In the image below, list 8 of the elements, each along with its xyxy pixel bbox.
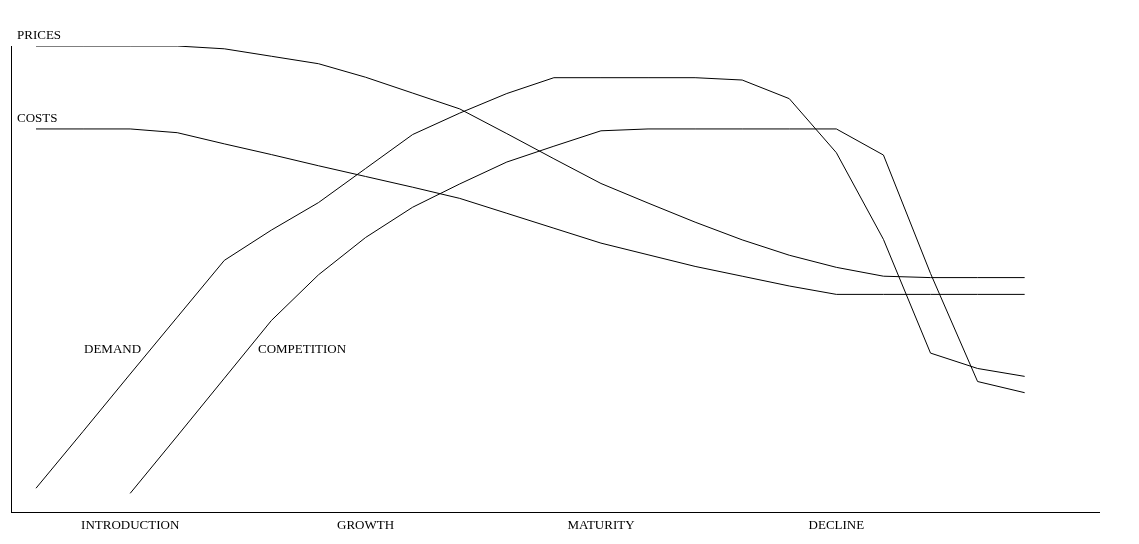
- series-label: PRICES: [17, 27, 62, 42]
- x-tick-label: MATURITY: [567, 516, 636, 532]
- x-tick-label: GROWTH: [337, 516, 395, 532]
- x-tick-label: DECLINE: [808, 516, 865, 532]
- series-label: COMPETITION: [258, 341, 347, 356]
- series-label: DEMAND: [84, 341, 142, 356]
- series-label: COSTS: [17, 110, 58, 125]
- x-tick-label: INTRODUCTION: [81, 516, 180, 532]
